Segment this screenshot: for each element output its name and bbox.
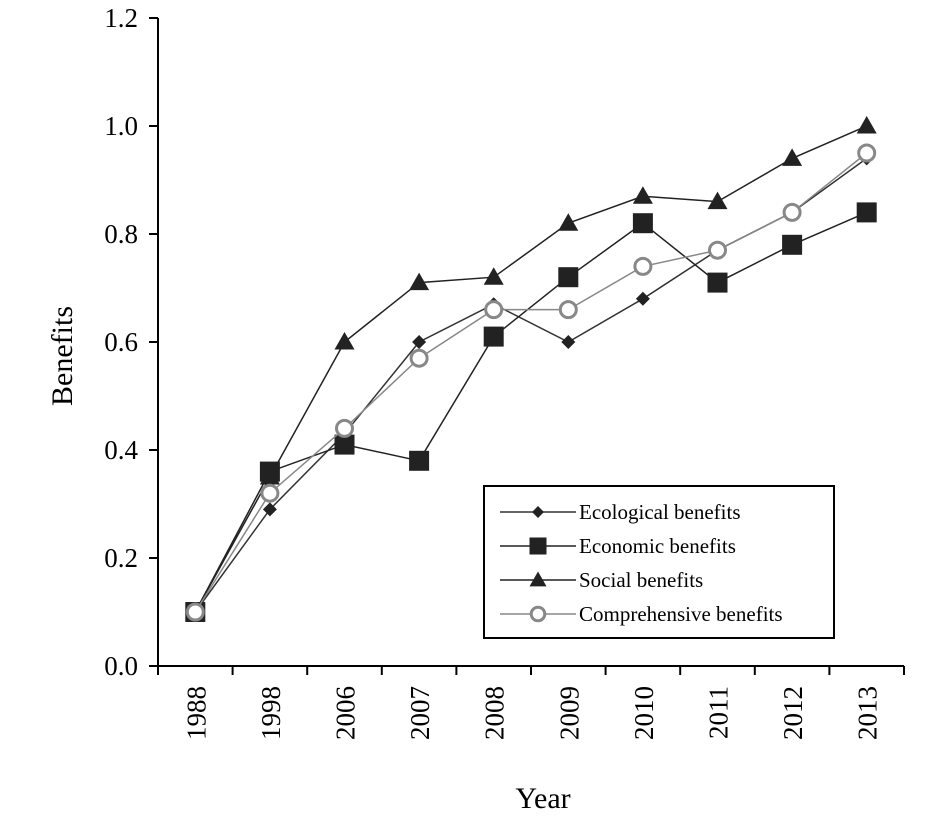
point bbox=[412, 335, 427, 349]
point bbox=[334, 434, 355, 455]
legend-label: Ecological benefits bbox=[579, 500, 741, 524]
point bbox=[635, 291, 650, 306]
point bbox=[633, 256, 653, 276]
point bbox=[529, 571, 547, 587]
legend: Ecological benefits Economic benefits Soci… bbox=[483, 485, 835, 639]
legend-item: Social benefits bbox=[500, 568, 703, 592]
point bbox=[529, 537, 547, 555]
point bbox=[409, 348, 429, 368]
point bbox=[856, 116, 877, 134]
series-comprehensive-benefits bbox=[185, 143, 877, 622]
point bbox=[529, 605, 547, 623]
point bbox=[558, 213, 579, 231]
y-tick-label: 0.4 bbox=[104, 435, 138, 465]
series-economic-benefits bbox=[185, 202, 877, 622]
point bbox=[707, 272, 728, 293]
x-tick-label: 2008 bbox=[480, 686, 510, 740]
point bbox=[409, 272, 430, 291]
point bbox=[532, 506, 544, 518]
x-tick-label: 2012 bbox=[778, 686, 808, 740]
point bbox=[259, 467, 280, 485]
point bbox=[782, 202, 802, 222]
x-axis-title: Year bbox=[515, 782, 570, 815]
series-layer bbox=[185, 116, 877, 622]
point bbox=[707, 191, 728, 210]
y-tick-label: 1.0 bbox=[104, 111, 138, 141]
x-tick-label: 1988 bbox=[181, 686, 211, 740]
point bbox=[782, 234, 803, 255]
x-tick-label: 1998 bbox=[256, 686, 286, 740]
point bbox=[335, 418, 354, 438]
y-tick-label: 0.2 bbox=[104, 543, 138, 573]
point bbox=[558, 300, 578, 320]
y-tick-label: 1.2 bbox=[104, 3, 138, 33]
series-line bbox=[194, 152, 868, 613]
legend-item: Ecological benefits bbox=[500, 500, 741, 524]
point bbox=[857, 143, 877, 163]
y-tick-label: 0.8 bbox=[104, 219, 138, 249]
x-tick-label: 2010 bbox=[629, 686, 659, 740]
x-tick-label: 2007 bbox=[405, 686, 435, 740]
legend-label: Economic benefits bbox=[579, 534, 736, 558]
point bbox=[483, 267, 504, 285]
legend-item: Economic benefits bbox=[500, 534, 736, 558]
point bbox=[782, 148, 803, 166]
x-tick-label: 2009 bbox=[554, 686, 584, 740]
point bbox=[632, 213, 653, 234]
series-line bbox=[194, 211, 867, 613]
point bbox=[185, 602, 205, 622]
point bbox=[260, 483, 280, 503]
x-tick-label: 2013 bbox=[853, 686, 883, 740]
legend-label: Social benefits bbox=[579, 568, 703, 592]
point bbox=[558, 267, 579, 288]
point bbox=[561, 335, 576, 349]
y-axis-title: Benefits bbox=[46, 306, 79, 406]
point bbox=[484, 300, 504, 320]
point bbox=[483, 326, 504, 347]
series-social-benefits bbox=[185, 116, 877, 620]
y-tick-label: 0.6 bbox=[104, 327, 138, 357]
point bbox=[708, 240, 727, 260]
x-tick-label: 2006 bbox=[331, 686, 361, 740]
point bbox=[262, 502, 277, 517]
x-tick-label: 2011 bbox=[704, 686, 734, 739]
point bbox=[856, 202, 877, 223]
legend-label: Comprehensive benefits bbox=[579, 602, 783, 626]
y-tick-label: 0.0 bbox=[104, 651, 138, 681]
axes: 0.0 0.2 0.4 0.6 0.8 1.0 1.2 1988 1998 2006 2007 200… bbox=[104, 3, 905, 740]
legend-item: Comprehensive benefits bbox=[500, 602, 783, 626]
point bbox=[409, 450, 430, 471]
point bbox=[334, 332, 355, 350]
point bbox=[632, 186, 653, 204]
series-line bbox=[194, 125, 867, 613]
